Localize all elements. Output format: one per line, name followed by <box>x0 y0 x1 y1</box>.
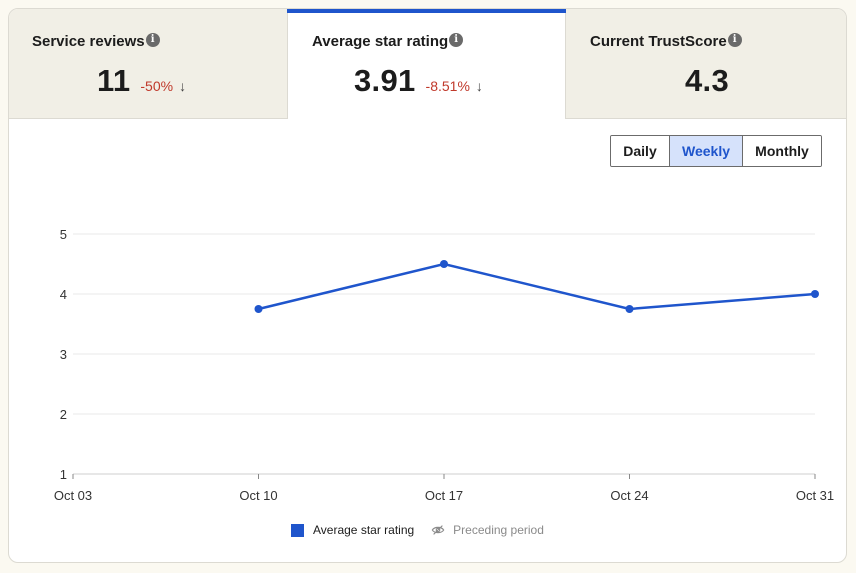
x-tick-label: Oct 31 <box>796 488 834 503</box>
legend-swatch <box>291 523 304 537</box>
y-tick-label: 1 <box>60 467 67 482</box>
data-point <box>254 305 263 313</box>
arrow-down-icon: ↓ <box>475 78 483 94</box>
series-line <box>258 262 816 311</box>
y-tick-label: 3 <box>60 347 67 362</box>
line-chart: 1 2 3 4 5 Oct 03 Oct 10 Oct 17 Oct 24 Oct 31 <box>54 227 834 503</box>
data-point <box>625 305 634 313</box>
legend-item-preceding[interactable]: Preceding period <box>453 523 544 537</box>
period-toggle: Daily Weekly Monthly <box>610 135 822 167</box>
tab-title-label: Service reviews <box>32 33 145 50</box>
data-point <box>440 260 448 268</box>
y-tick-label: 2 <box>60 407 67 422</box>
x-tick-label: Oct 10 <box>239 488 277 503</box>
tab-average-star-rating[interactable]: Average star rating i 3.91 -8.51% ↓ <box>287 9 566 119</box>
x-tick-label: Oct 24 <box>610 488 648 503</box>
x-tick-label: Oct 03 <box>54 488 92 503</box>
tab-service-reviews[interactable]: Service reviews i 11 -50% ↓ <box>9 9 287 119</box>
active-tab-indicator <box>287 9 566 13</box>
metric-value: 3.91 <box>354 63 416 98</box>
metric-delta: -8.51% <box>425 78 470 94</box>
tab-title-label: Current TrustScore <box>590 33 727 50</box>
metric-delta: -50% <box>140 78 174 94</box>
eye-off-icon <box>431 525 445 535</box>
y-tick-label: 4 <box>60 287 67 302</box>
data-point <box>811 290 819 298</box>
y-tick-label: 5 <box>60 227 67 242</box>
tab-current-trustscore[interactable]: Current TrustScore i 4.3 <box>566 9 846 119</box>
metric-tabs: Service reviews i 11 -50% ↓ Average star… <box>9 9 846 119</box>
x-tick-label: Oct 17 <box>425 488 463 503</box>
tab-title-label: Average star rating <box>312 33 449 50</box>
chart-legend: Average star rating Preceding period <box>291 523 544 537</box>
info-icon[interactable]: i <box>145 32 160 47</box>
daily-button[interactable]: Daily <box>611 136 669 166</box>
metric-value: 4.3 <box>685 63 729 98</box>
info-icon[interactable]: i <box>727 32 742 47</box>
weekly-button[interactable]: Weekly <box>669 136 742 166</box>
info-icon[interactable]: i <box>449 32 464 47</box>
stats-card: Service reviews i 11 -50% ↓ Average star… <box>8 8 847 563</box>
metric-value: 11 <box>97 63 131 98</box>
monthly-button[interactable]: Monthly <box>742 136 821 166</box>
arrow-down-icon: ↓ <box>179 78 187 94</box>
legend-item-average[interactable]: Average star rating <box>313 523 415 537</box>
